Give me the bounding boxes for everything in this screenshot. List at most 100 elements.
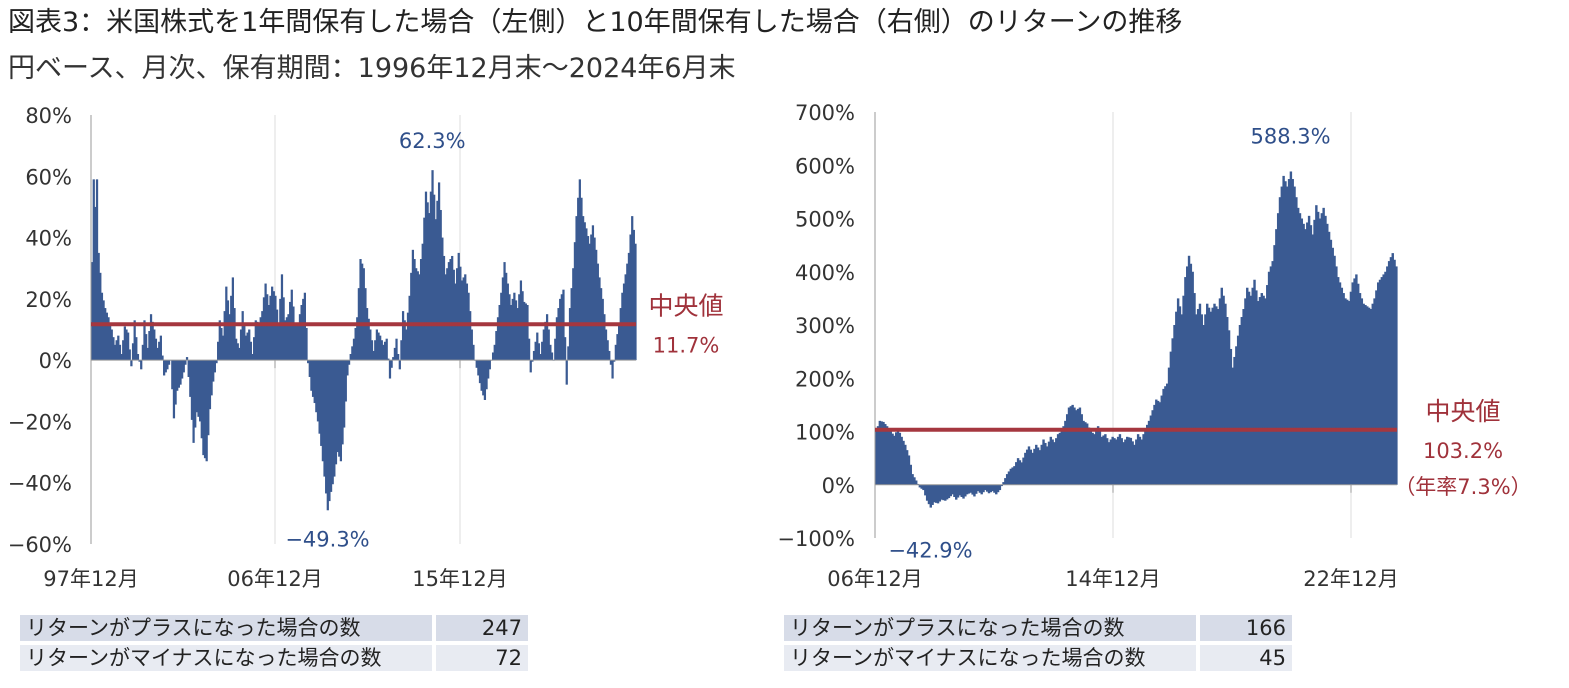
left-bar xyxy=(632,229,635,361)
left-bar xyxy=(395,338,398,361)
right-bar xyxy=(1111,436,1114,485)
left-bar xyxy=(383,341,387,361)
left-bar xyxy=(426,202,429,361)
left-bar xyxy=(591,225,595,361)
left-bar xyxy=(568,308,572,361)
left-bar xyxy=(125,329,128,361)
left-bar xyxy=(321,360,325,462)
right-bar xyxy=(1371,303,1374,485)
left-bar xyxy=(346,360,349,376)
left-bar xyxy=(634,243,637,361)
right-x-tick-label: 14年12月 xyxy=(1065,567,1160,591)
left-y-tick-label: 80% xyxy=(25,104,72,128)
left-bar xyxy=(613,360,616,362)
left-bar xyxy=(413,259,416,361)
left-bar xyxy=(266,294,269,361)
right-bar xyxy=(1024,452,1027,485)
left-bar xyxy=(215,360,218,364)
left-bar xyxy=(100,292,104,361)
left-bar xyxy=(388,360,392,379)
left-bar xyxy=(356,317,359,361)
right-bar xyxy=(1389,257,1393,485)
left-bar xyxy=(287,314,290,361)
left-bar xyxy=(603,314,606,361)
left-negative-count-label: リターンがマイナスになった場合の数 xyxy=(20,645,432,671)
right-bar xyxy=(1173,325,1176,485)
right-bar xyxy=(1333,255,1336,485)
left-bar xyxy=(467,292,470,361)
right-bar xyxy=(996,484,1000,493)
left-bar xyxy=(220,327,223,361)
left-bar xyxy=(349,354,352,361)
right-bar xyxy=(1193,293,1196,485)
right-bar xyxy=(1289,171,1293,485)
left-negative-count-value: 72 xyxy=(432,645,528,671)
left-bar xyxy=(616,334,619,361)
left-stats-table: リターンがプラスになった場合の数 247 リターンがマイナスになった場合の数 7… xyxy=(20,611,528,675)
left-bar xyxy=(279,298,282,361)
left-bar xyxy=(285,317,288,361)
right-bar xyxy=(1126,436,1129,485)
left-bar xyxy=(379,335,382,361)
left-bar xyxy=(459,266,462,361)
left-bar xyxy=(135,337,138,361)
left-bar xyxy=(470,329,473,361)
right-bar xyxy=(1220,287,1223,485)
left-bar xyxy=(557,308,560,361)
right-bar xyxy=(1344,298,1347,485)
left-bar xyxy=(362,268,365,361)
right-bar xyxy=(1160,395,1163,485)
right-bar xyxy=(1329,239,1333,485)
left-bar xyxy=(120,354,123,361)
right-bar xyxy=(1156,400,1160,485)
left-bar xyxy=(487,360,490,379)
right-bar xyxy=(1073,407,1076,485)
left-bar xyxy=(451,255,454,361)
right-median-value: 103.2% xyxy=(1423,439,1503,463)
left-bar xyxy=(195,360,198,413)
right-bar xyxy=(1027,446,1031,485)
left-bar xyxy=(478,360,482,384)
left-bar xyxy=(482,360,485,396)
table-row: リターンがプラスになった場合の数 247 xyxy=(20,615,528,641)
left-bar xyxy=(163,360,166,376)
left-bar xyxy=(398,360,401,370)
right-median-annual-rate: （年率7.3%） xyxy=(1394,475,1531,499)
right-bar xyxy=(905,450,909,485)
right-bar xyxy=(1000,484,1003,487)
left-bar xyxy=(107,317,110,361)
left-bar xyxy=(185,357,189,361)
right-bar xyxy=(904,444,907,485)
left-bar xyxy=(532,350,536,361)
right-bar xyxy=(1209,311,1213,485)
right-bar xyxy=(1242,309,1245,485)
left-bar xyxy=(439,209,442,361)
left-bar xyxy=(573,242,577,361)
right-bar xyxy=(1296,207,1300,485)
left-bar xyxy=(542,329,545,361)
left-bar xyxy=(382,344,385,361)
left-bar xyxy=(627,252,631,361)
right-bar xyxy=(1153,404,1156,485)
left-bar xyxy=(228,314,231,361)
left-bar xyxy=(555,317,559,361)
right-bar xyxy=(1264,298,1267,485)
right-bar xyxy=(951,484,954,495)
left-bar xyxy=(593,237,596,361)
right-bar xyxy=(1162,388,1165,485)
left-bar xyxy=(508,294,511,361)
left-bar xyxy=(231,277,234,361)
left-bar xyxy=(503,262,506,361)
left-bar xyxy=(347,360,351,365)
right-negative-count-value: 45 xyxy=(1196,645,1292,671)
right-bar xyxy=(1076,408,1080,485)
left-bar xyxy=(405,329,408,361)
right-bar xyxy=(1349,291,1353,485)
left-bar xyxy=(253,337,256,361)
right-bar xyxy=(1376,282,1380,485)
right-bar xyxy=(1229,348,1233,485)
right-bar xyxy=(1025,449,1029,485)
right-bar xyxy=(889,431,892,485)
right-chart: 700% 600% 500% 400% 300% 200% 100% 0% −100% 06年1… xyxy=(777,101,1531,591)
right-bar xyxy=(1318,218,1322,485)
